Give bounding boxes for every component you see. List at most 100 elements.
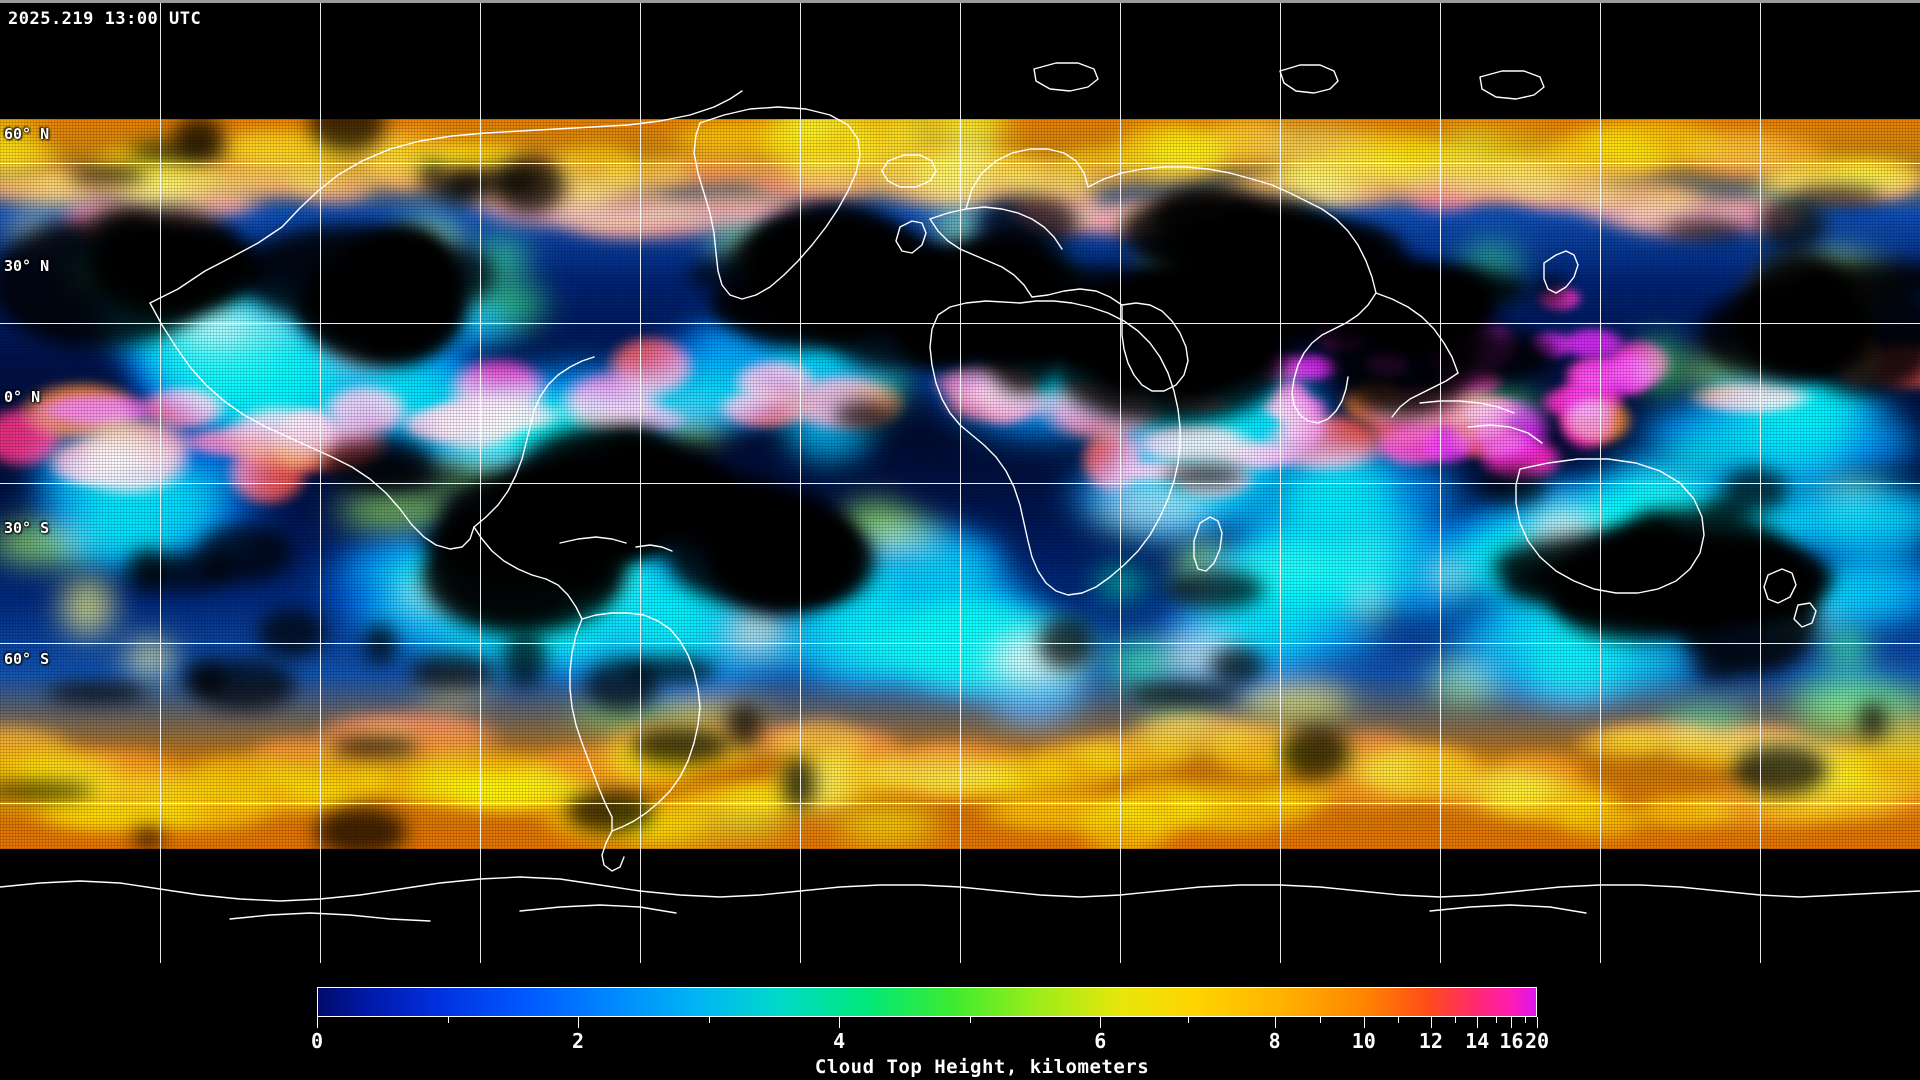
cloud-blob: [1470, 767, 1553, 807]
colorbar-major-tick: [1363, 1017, 1365, 1028]
clear-sky-region: [132, 828, 163, 849]
colorbar[interactable]: [317, 987, 1537, 1017]
colorbar-tick-label: 0: [310, 1029, 324, 1053]
colorbar-major-tick: [1100, 1017, 1102, 1028]
clear-sky-region: [258, 609, 326, 659]
clear-sky-region: [0, 782, 94, 800]
clear-sky-region: [782, 756, 817, 811]
latitude-label: 60° N: [4, 125, 50, 143]
colorbar-tick-labels: 0 2 4 6 8 10 12 14 16 20: [311, 1029, 1549, 1053]
colorbar-tick-label: 10: [1351, 1029, 1376, 1053]
clear-sky-region: [1722, 538, 1763, 581]
colorbar-tick-label: 2: [572, 1029, 585, 1053]
clear-sky-region: [726, 703, 763, 749]
clear-sky-region: [667, 507, 862, 606]
colorbar-tick-label: 4: [833, 1029, 846, 1053]
colorbar-title-text: Cloud Top Height, kilometers: [814, 1056, 1150, 1078]
clear-sky-region: [1279, 727, 1351, 780]
cloud-data-band: [0, 119, 1920, 849]
clear-sky-region: [1795, 186, 1883, 206]
colorbar-minor-tick: [1524, 1017, 1526, 1023]
clear-sky-region: [126, 547, 166, 593]
cloud-blob: [1813, 475, 1890, 508]
cloud-blob: [827, 803, 948, 848]
colorbar-minor-tick: [1319, 1017, 1321, 1023]
colorbar-area: 0 2 4 6 8 10 12 14 16 20 Cloud Top Height, kilome…: [0, 963, 1920, 1080]
colorbar-tick-label: 16: [1499, 1029, 1524, 1053]
colorbar-minor-tick: [1455, 1017, 1457, 1023]
clear-sky-region: [1722, 467, 1789, 514]
clear-sky-region: [1757, 196, 1827, 251]
colorbar-minor-tick: [969, 1017, 971, 1023]
latitude-label: 0° N: [4, 388, 41, 406]
cloud-blob: [1432, 128, 1559, 179]
colorbar-tick-label: 6: [1094, 1029, 1107, 1053]
clear-sky-region: [94, 204, 154, 242]
colorbar-major-tick: [1537, 1017, 1538, 1028]
cloud-blob: [1634, 331, 1686, 400]
latitude-label: 30° N: [4, 257, 50, 275]
cloud-blob: [12, 182, 103, 213]
colorbar-minor-tick: [447, 1017, 449, 1023]
cloud-blob: [1654, 704, 1760, 745]
colorbar-major-tick: [317, 1017, 318, 1028]
cloud-blob: [98, 422, 155, 482]
cloud-blob: [1557, 369, 1627, 423]
clear-sky-region: [1209, 647, 1265, 685]
clear-sky-region: [1698, 287, 1872, 381]
cloud-blob: [605, 333, 698, 400]
colorbar-minor-tick: [708, 1017, 710, 1023]
cloud-blob: [1419, 425, 1477, 465]
colorbar-title: Cloud Top Height, kilometers: [0, 1056, 1920, 1078]
colorbar-major-tick: [578, 1017, 580, 1028]
cloud-blob: [717, 604, 793, 661]
cloud-blob: [1522, 635, 1627, 710]
clear-sky-region: [1128, 682, 1242, 705]
clear-sky-region: [1163, 465, 1246, 486]
colorbar-gradient: [318, 988, 1536, 1016]
cloud-blob: [1337, 527, 1406, 573]
top-frame-line: [0, 0, 1920, 3]
cloud-blob: [55, 572, 120, 642]
clear-sky-region: [314, 807, 407, 849]
colorbar-minor-tick: [1495, 1017, 1497, 1023]
clear-sky-region: [607, 426, 664, 463]
clear-sky-region: [1037, 617, 1095, 669]
clear-sky-region: [332, 737, 419, 757]
colorbar-tick-label: 8: [1268, 1029, 1281, 1053]
clear-sky-region: [46, 682, 148, 704]
map-panel[interactable]: 2025.219 13:00 UTC 60° N 30° N 0° N 30° S 60…: [0, 3, 1920, 963]
clear-sky-region: [834, 401, 893, 430]
colorbar-tick-marks: [317, 1017, 1538, 1029]
cloud-blob: [1343, 574, 1395, 625]
cloud-blob: [0, 517, 101, 569]
clear-sky-region: [1858, 700, 1888, 740]
colorbar-major-tick: [839, 1017, 841, 1028]
clear-sky-region: [1166, 570, 1265, 609]
clear-sky-region: [1731, 745, 1828, 795]
cloud-blob: [1228, 675, 1361, 726]
cloud-blob: [1421, 557, 1477, 594]
clear-sky-region: [181, 659, 226, 695]
colorbar-major-tick: [1274, 1017, 1276, 1028]
retrieval-speckle-overlay: [0, 119, 1920, 849]
clear-sky-region: [68, 165, 148, 184]
clear-sky-region: [1662, 221, 1746, 239]
latitude-label: 60° S: [4, 650, 50, 668]
colorbar-minor-tick: [1397, 1017, 1399, 1023]
latitude-label: 30° S: [4, 519, 50, 537]
colorbar-minor-tick: [1188, 1017, 1190, 1023]
colorbar-major-tick: [1477, 1017, 1479, 1028]
colorbar-major-tick: [1430, 1017, 1432, 1028]
colorbar-tick-label: 20: [1524, 1029, 1550, 1053]
cloud-blob: [1423, 653, 1505, 708]
cloud-blob: [1137, 705, 1224, 738]
clear-sky-region: [1692, 659, 1735, 681]
colorbar-tick-label: 12: [1418, 1029, 1443, 1053]
clear-sky-region: [502, 630, 548, 689]
cloud-blob: [1147, 791, 1265, 818]
colorbar-major-tick: [1511, 1017, 1513, 1028]
timestamp-label: 2025.219 13:00 UTC: [8, 9, 202, 29]
colorbar-tick-label: 14: [1465, 1029, 1490, 1053]
